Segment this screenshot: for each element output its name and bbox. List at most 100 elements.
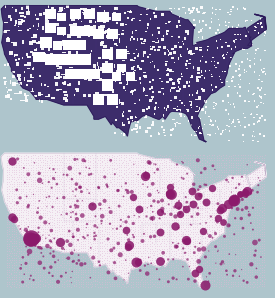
Bar: [231, 123, 232, 125]
Point: [85, 222, 89, 226]
Point: [109, 225, 114, 230]
Point: [123, 220, 128, 225]
Point: [162, 256, 166, 260]
Point: [246, 227, 250, 232]
Bar: [145, 31, 147, 32]
Point: [90, 270, 95, 275]
Point: [89, 246, 93, 250]
Point: [26, 158, 31, 162]
Point: [229, 282, 233, 286]
Point: [177, 177, 181, 182]
Point: [250, 208, 254, 212]
Point: [104, 235, 109, 239]
Point: [45, 172, 49, 177]
Point: [53, 180, 57, 184]
Point: [157, 170, 162, 175]
Point: [193, 181, 197, 186]
Point: [7, 263, 11, 268]
Bar: [196, 93, 198, 94]
Point: [74, 243, 78, 248]
Bar: [26, 11, 30, 15]
Point: [253, 231, 257, 236]
Point: [162, 282, 166, 287]
Point: [159, 243, 164, 248]
Point: [260, 260, 264, 265]
Point: [164, 260, 169, 265]
Bar: [43, 12, 45, 15]
Point: [133, 201, 138, 205]
Point: [183, 242, 188, 246]
Point: [40, 153, 45, 158]
Point: [169, 210, 174, 215]
Point: [60, 256, 64, 261]
Point: [210, 199, 214, 204]
Point: [41, 196, 45, 201]
Point: [123, 153, 128, 157]
Point: [40, 189, 45, 193]
Point: [119, 160, 124, 165]
Point: [207, 196, 211, 201]
Point: [245, 163, 250, 167]
Point: [112, 260, 117, 265]
Point: [98, 177, 102, 181]
Point: [193, 275, 197, 280]
Point: [26, 281, 30, 286]
Point: [117, 200, 122, 205]
Bar: [155, 111, 156, 112]
Point: [86, 268, 90, 272]
Point: [57, 187, 61, 191]
Point: [181, 284, 185, 289]
Point: [177, 206, 181, 211]
Point: [67, 218, 72, 222]
Point: [76, 253, 80, 258]
Point: [148, 215, 152, 220]
Point: [252, 175, 257, 179]
Point: [48, 263, 52, 268]
Point: [98, 193, 102, 198]
Point: [69, 256, 73, 260]
Point: [38, 165, 42, 170]
Point: [83, 153, 88, 158]
Bar: [150, 101, 151, 103]
Point: [236, 246, 240, 251]
Bar: [79, 55, 90, 65]
Point: [108, 244, 112, 249]
Point: [241, 208, 245, 213]
Point: [196, 234, 200, 239]
Point: [188, 239, 192, 244]
Bar: [242, 7, 243, 9]
Point: [143, 220, 147, 224]
Point: [67, 173, 71, 177]
Point: [50, 227, 54, 232]
Point: [60, 253, 64, 258]
Point: [117, 258, 122, 263]
Point: [222, 225, 226, 229]
Point: [60, 267, 64, 272]
Point: [243, 253, 248, 257]
Point: [212, 203, 216, 208]
Point: [217, 277, 221, 282]
Point: [243, 174, 248, 179]
Point: [85, 206, 90, 210]
Point: [55, 175, 59, 179]
Point: [28, 234, 33, 239]
Point: [126, 180, 130, 184]
Point: [138, 195, 142, 200]
Point: [7, 155, 12, 160]
Point: [12, 186, 16, 191]
Bar: [258, 75, 260, 77]
Point: [89, 272, 93, 277]
Point: [86, 244, 90, 249]
Point: [10, 265, 14, 269]
Point: [28, 237, 32, 241]
Point: [172, 158, 176, 162]
Point: [122, 263, 126, 268]
Point: [33, 215, 37, 220]
Point: [107, 263, 112, 268]
Point: [198, 257, 202, 262]
Point: [57, 251, 62, 256]
Point: [54, 267, 59, 272]
Point: [181, 189, 186, 194]
Bar: [147, 24, 149, 26]
Point: [86, 239, 90, 243]
